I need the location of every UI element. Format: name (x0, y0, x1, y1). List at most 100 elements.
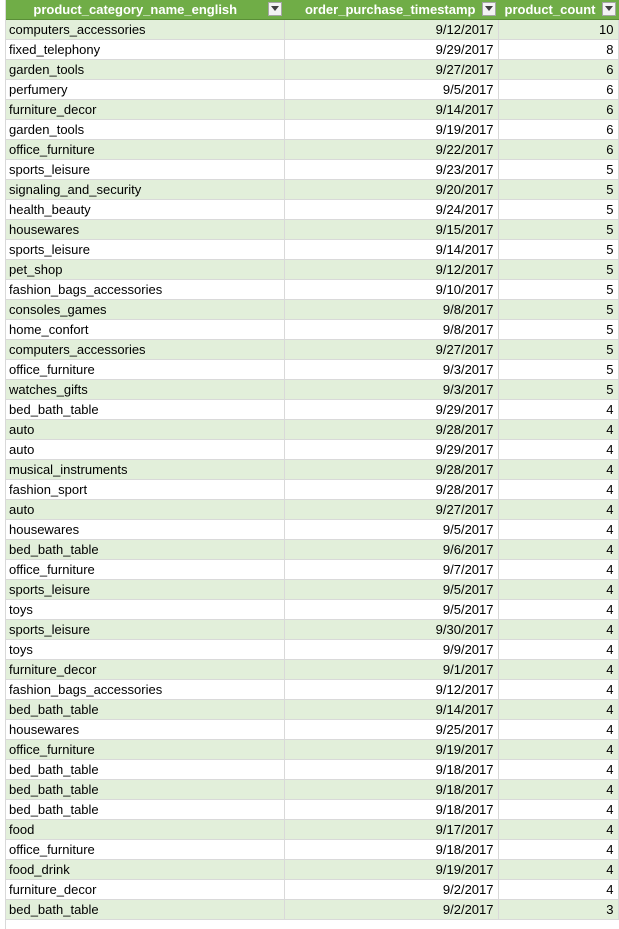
cell-category[interactable]: furniture_decor (6, 99, 285, 120)
cell-count[interactable]: 4 (498, 819, 619, 840)
cell-category[interactable]: health_beauty (6, 199, 285, 220)
cell-category[interactable]: perfumery (6, 79, 285, 100)
cell-timestamp[interactable]: 9/27/2017 (284, 59, 499, 80)
cell-category[interactable]: food_drink (6, 859, 285, 880)
cell-timestamp[interactable]: 9/18/2017 (284, 839, 499, 860)
cell-count[interactable]: 8 (498, 39, 619, 60)
column-header-timestamp[interactable]: order_purchase_timestamp (284, 0, 499, 20)
cell-category[interactable]: office_furniture (6, 359, 285, 380)
cell-count[interactable]: 4 (498, 839, 619, 860)
cell-timestamp[interactable]: 9/28/2017 (284, 479, 499, 500)
cell-timestamp[interactable]: 9/18/2017 (284, 779, 499, 800)
cell-timestamp[interactable]: 9/8/2017 (284, 319, 499, 340)
cell-category[interactable]: office_furniture (6, 559, 285, 580)
cell-count[interactable]: 5 (498, 339, 619, 360)
cell-count[interactable]: 4 (498, 499, 619, 520)
cell-count[interactable]: 5 (498, 259, 619, 280)
cell-timestamp[interactable]: 9/28/2017 (284, 419, 499, 440)
cell-count[interactable]: 5 (498, 299, 619, 320)
cell-category[interactable]: musical_instruments (6, 459, 285, 480)
cell-category[interactable]: furniture_decor (6, 659, 285, 680)
cell-count[interactable]: 4 (498, 699, 619, 720)
cell-count[interactable]: 6 (498, 79, 619, 100)
cell-category[interactable]: food (6, 819, 285, 840)
cell-count[interactable]: 5 (498, 319, 619, 340)
cell-count[interactable]: 4 (498, 439, 619, 460)
cell-timestamp[interactable]: 9/24/2017 (284, 199, 499, 220)
cell-count[interactable]: 4 (498, 779, 619, 800)
cell-count[interactable]: 4 (498, 539, 619, 560)
cell-count[interactable]: 5 (498, 219, 619, 240)
cell-category[interactable]: fashion_sport (6, 479, 285, 500)
cell-count[interactable]: 5 (498, 159, 619, 180)
cell-count[interactable]: 6 (498, 99, 619, 120)
cell-timestamp[interactable]: 9/5/2017 (284, 579, 499, 600)
cell-timestamp[interactable]: 9/19/2017 (284, 859, 499, 880)
cell-count[interactable]: 4 (498, 639, 619, 660)
cell-count[interactable]: 5 (498, 279, 619, 300)
cell-category[interactable]: bed_bath_table (6, 899, 285, 920)
cell-timestamp[interactable]: 9/29/2017 (284, 439, 499, 460)
cell-timestamp[interactable]: 9/12/2017 (284, 19, 499, 40)
cell-count[interactable]: 4 (498, 479, 619, 500)
cell-category[interactable]: computers_accessories (6, 19, 285, 40)
cell-category[interactable]: fashion_bags_accessories (6, 279, 285, 300)
filter-dropdown-arrow-icon[interactable] (267, 2, 282, 16)
cell-category[interactable]: furniture_decor (6, 879, 285, 900)
cell-timestamp[interactable]: 9/2/2017 (284, 879, 499, 900)
cell-timestamp[interactable]: 9/12/2017 (284, 259, 499, 280)
cell-timestamp[interactable]: 9/23/2017 (284, 159, 499, 180)
cell-category[interactable]: watches_gifts (6, 379, 285, 400)
cell-timestamp[interactable]: 9/1/2017 (284, 659, 499, 680)
cell-category[interactable]: pet_shop (6, 259, 285, 280)
cell-count[interactable]: 6 (498, 119, 619, 140)
filter-dropdown-arrow-icon[interactable] (481, 2, 496, 16)
cell-category[interactable]: garden_tools (6, 119, 285, 140)
cell-timestamp[interactable]: 9/20/2017 (284, 179, 499, 200)
cell-timestamp[interactable]: 9/19/2017 (284, 119, 499, 140)
cell-timestamp[interactable]: 9/14/2017 (284, 239, 499, 260)
cell-category[interactable]: sports_leisure (6, 579, 285, 600)
cell-count[interactable]: 4 (498, 799, 619, 820)
cell-category[interactable]: sports_leisure (6, 239, 285, 260)
cell-timestamp[interactable]: 9/12/2017 (284, 679, 499, 700)
cell-category[interactable]: consoles_games (6, 299, 285, 320)
cell-count[interactable]: 4 (498, 559, 619, 580)
cell-category[interactable]: housewares (6, 519, 285, 540)
cell-count[interactable]: 4 (498, 679, 619, 700)
cell-category[interactable]: office_furniture (6, 139, 285, 160)
cell-timestamp[interactable]: 9/9/2017 (284, 639, 499, 660)
cell-timestamp[interactable]: 9/14/2017 (284, 699, 499, 720)
cell-count[interactable]: 5 (498, 379, 619, 400)
cell-category[interactable]: sports_leisure (6, 159, 285, 180)
cell-category[interactable]: bed_bath_table (6, 799, 285, 820)
cell-timestamp[interactable]: 9/19/2017 (284, 739, 499, 760)
cell-count[interactable]: 4 (498, 859, 619, 880)
cell-timestamp[interactable]: 9/5/2017 (284, 79, 499, 100)
cell-category[interactable]: garden_tools (6, 59, 285, 80)
filter-dropdown-arrow-icon[interactable] (601, 2, 616, 16)
cell-timestamp[interactable]: 9/18/2017 (284, 759, 499, 780)
cell-category[interactable]: fashion_bags_accessories (6, 679, 285, 700)
cell-count[interactable]: 5 (498, 199, 619, 220)
cell-timestamp[interactable]: 9/15/2017 (284, 219, 499, 240)
cell-timestamp[interactable]: 9/2/2017 (284, 899, 499, 920)
cell-count[interactable]: 4 (498, 599, 619, 620)
cell-category[interactable]: housewares (6, 219, 285, 240)
cell-category[interactable]: office_furniture (6, 839, 285, 860)
cell-count[interactable]: 4 (498, 659, 619, 680)
cell-timestamp[interactable]: 9/5/2017 (284, 599, 499, 620)
cell-timestamp[interactable]: 9/7/2017 (284, 559, 499, 580)
cell-count[interactable]: 4 (498, 419, 619, 440)
cell-timestamp[interactable]: 9/6/2017 (284, 539, 499, 560)
cell-timestamp[interactable]: 9/30/2017 (284, 619, 499, 640)
cell-count[interactable]: 5 (498, 179, 619, 200)
cell-category[interactable]: computers_accessories (6, 339, 285, 360)
cell-timestamp[interactable]: 9/3/2017 (284, 359, 499, 380)
cell-count[interactable]: 10 (498, 19, 619, 40)
cell-category[interactable]: home_confort (6, 319, 285, 340)
cell-category[interactable]: auto (6, 439, 285, 460)
cell-count[interactable]: 4 (498, 619, 619, 640)
cell-count[interactable]: 4 (498, 579, 619, 600)
cell-category[interactable]: auto (6, 419, 285, 440)
